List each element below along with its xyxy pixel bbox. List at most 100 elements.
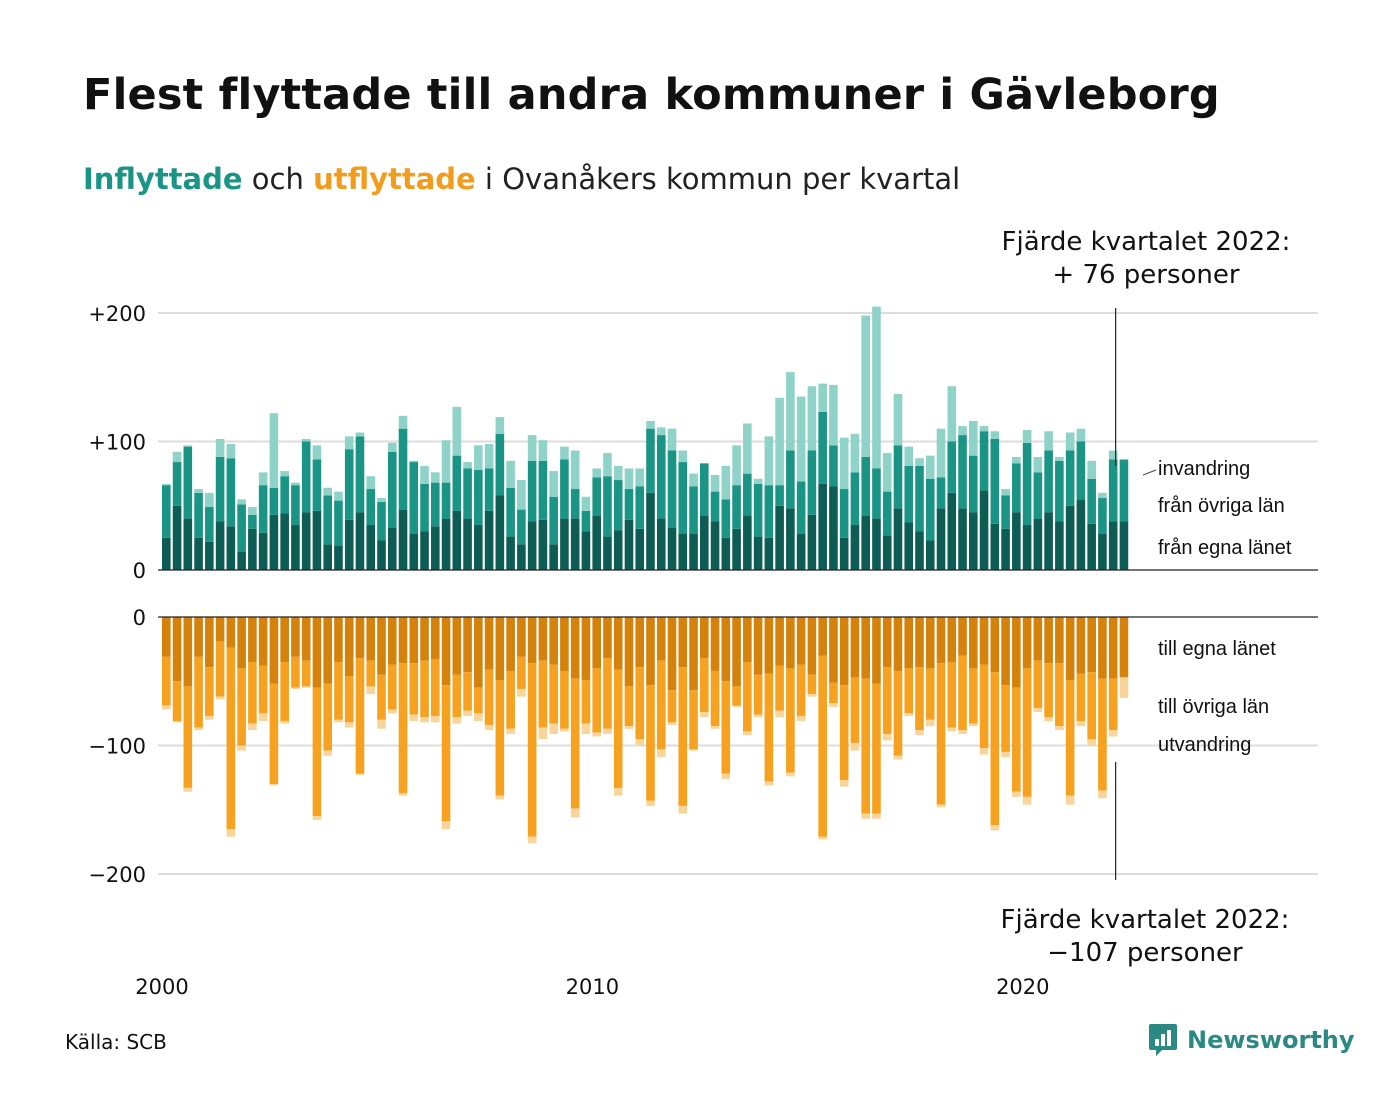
bar-out-egna (743, 617, 752, 662)
bar-out-ovriga (484, 669, 494, 725)
bar-in-ovriga (882, 491, 892, 536)
bar-in-ovriga (818, 411, 827, 484)
bar-in-invandring (861, 315, 870, 457)
bar-in-egna (839, 537, 849, 570)
bar-out-utvandring (194, 727, 203, 731)
bar-in-egna (280, 513, 289, 570)
bar-out-utvandring (377, 719, 386, 729)
bar-in-invandring (215, 438, 225, 457)
bar-out-utvandring (215, 696, 225, 700)
bar-out-egna (409, 617, 419, 664)
bar-out-ovriga (344, 676, 354, 723)
bar-out-utvandring (183, 787, 193, 792)
bar-out-utvandring (474, 713, 483, 722)
bar-out-ovriga (194, 656, 203, 728)
bar-out-ovriga (258, 665, 268, 714)
bar-in-egna (743, 516, 752, 570)
bar-in-egna (1055, 521, 1064, 570)
bar-in-invandring (592, 468, 601, 478)
bar-out-ovriga (743, 661, 752, 732)
bar-in-egna (344, 519, 354, 570)
bar-out-utvandring (1022, 796, 1032, 805)
bar-in-invandring (753, 478, 763, 484)
bar-out-utvandring (248, 723, 257, 731)
bar-out-egna (1098, 617, 1107, 679)
bar-in-invandring (624, 468, 634, 490)
bar-in-ovriga (172, 462, 182, 506)
bar-out-egna (1087, 617, 1096, 673)
bar-in-invandring (678, 450, 688, 463)
bar-in-invandring (506, 460, 515, 488)
bar-out-utvandring (613, 787, 623, 796)
bar-out-ovriga (162, 656, 171, 706)
bar-in-ovriga (452, 455, 462, 511)
bar-in-ovriga (656, 435, 666, 519)
bar-out-egna (678, 617, 688, 668)
bar-out-ovriga (172, 681, 182, 722)
bar-in-invandring (646, 420, 655, 429)
bar-out-ovriga (753, 674, 763, 715)
bar-out-utvandring (603, 728, 612, 734)
bar-out-utvandring (441, 821, 451, 830)
bar-out-ovriga (549, 664, 558, 724)
bar-out-utvandring (1044, 717, 1053, 722)
bar-out-ovriga (1065, 679, 1075, 796)
bar-out-egna (366, 617, 376, 661)
bar-out-utvandring (958, 730, 967, 734)
bar-out-ovriga (1076, 673, 1086, 722)
bar-in-invandring (829, 384, 838, 446)
bar-out-ovriga (646, 685, 655, 801)
bar-in-ovriga (925, 478, 935, 541)
bar-in-invandring (495, 417, 505, 434)
bar-out-egna (990, 617, 1000, 673)
bar-in-invandring (205, 492, 214, 508)
bar-in-invandring (183, 445, 193, 447)
y-tick-label-in: +200 (88, 302, 146, 326)
bar-in-egna (1033, 518, 1043, 570)
bar-in-egna (1087, 523, 1096, 570)
newsworthy-icon (1149, 1024, 1177, 1056)
bar-out-utvandring (764, 781, 774, 786)
bar-out-ovriga (796, 664, 806, 716)
series-label-till-egna-lanet: till egna länet (1158, 638, 1276, 660)
bar-out-egna (818, 617, 827, 656)
bar-out-utvandring (560, 728, 569, 732)
bar-in-invandring (463, 462, 472, 469)
bar-out-utvandring (409, 714, 419, 722)
bar-in-ovriga (366, 489, 376, 526)
bar-out-ovriga (947, 661, 957, 728)
bar-in-egna (183, 518, 193, 570)
subtitle-inflyttade: Inflyttade (83, 162, 243, 196)
bar-in-invandring (323, 487, 332, 496)
bar-in-ovriga (1076, 441, 1086, 500)
bar-in-ovriga (893, 445, 903, 509)
bar-in-egna (893, 508, 903, 570)
bar-in-ovriga (495, 433, 505, 496)
bar-in-egna (205, 541, 214, 570)
bar-out-utvandring (667, 722, 677, 725)
bar-out-egna (1076, 617, 1086, 674)
bar-in-egna (355, 512, 365, 570)
bar-out-egna (355, 617, 365, 659)
bar-in-invandring (796, 396, 806, 482)
bar-out-egna (1108, 617, 1118, 679)
bar-out-egna (904, 617, 914, 669)
bar-in-egna (420, 531, 429, 570)
y-tick-label-out: −100 (88, 735, 146, 759)
bar-out-utvandring (506, 728, 515, 734)
bar-out-ovriga (1012, 687, 1021, 792)
bar-in-egna (613, 530, 623, 570)
bar-out-ovriga (420, 660, 429, 718)
series-label-till-ovriga-lan: till övriga län (1158, 696, 1269, 718)
bar-in-ovriga (355, 436, 365, 513)
bar-out-utvandring (689, 749, 698, 751)
bar-in-egna (1098, 534, 1107, 570)
bar-in-invandring (667, 428, 677, 451)
bar-in-egna (269, 514, 279, 570)
bar-out-ovriga (570, 678, 580, 809)
bar-in-ovriga (1087, 478, 1096, 524)
bar-out-utvandring (452, 717, 462, 724)
bar-in-ovriga (463, 468, 472, 519)
bar-out-utvandring (678, 805, 688, 814)
